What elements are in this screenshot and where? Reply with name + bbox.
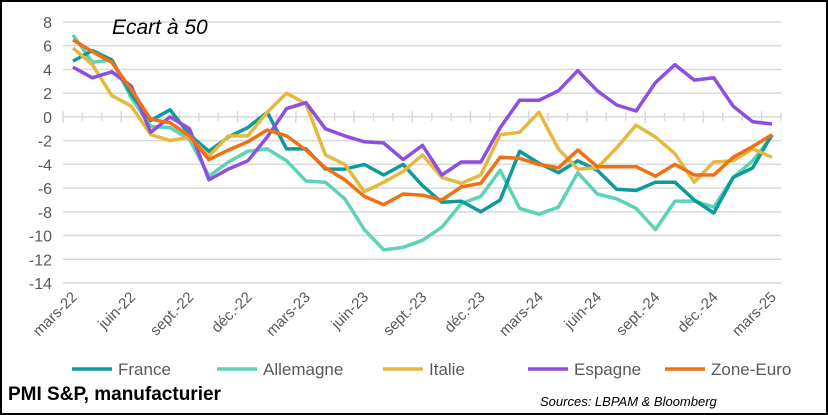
series-line-allemagne	[71, 33, 774, 252]
chart-title: Ecart à 50	[112, 16, 208, 39]
x-tick-label: sept.-23	[380, 289, 430, 339]
legend-label-france: France	[118, 360, 171, 379]
series-line-espagne	[72, 62, 773, 182]
x-tick-label: juin-23	[328, 289, 373, 334]
y-tick-label: 2	[43, 86, 52, 103]
sources-note: Sources: LBPAM & Bloomberg	[540, 394, 717, 409]
y-tick-label: 6	[43, 39, 52, 56]
y-tick-label: -12	[29, 252, 52, 269]
x-tick-label: juin-24	[561, 289, 606, 334]
legend-label-zone-euro: Zone-Euro	[711, 360, 791, 379]
y-tick-label: -2	[38, 134, 52, 151]
x-tick-label: sept.-24	[613, 289, 663, 339]
y-tick-label: -8	[38, 205, 52, 222]
x-tick-label: juin-22	[95, 289, 140, 334]
x-tick-label: mars-24	[496, 289, 547, 340]
series-line-zone-euro	[72, 38, 773, 207]
y-tick-label: -4	[38, 157, 52, 174]
footer-title: PMI S&P, manufacturier	[8, 384, 221, 405]
x-tick-label: déc.-22	[208, 289, 255, 336]
y-tick-label: 4	[43, 62, 52, 79]
x-tick-label: sept.-22	[147, 289, 197, 339]
x-tick-label: mars-22	[30, 289, 81, 340]
y-tick-label: -10	[29, 229, 52, 246]
x-tick-label: mars-23	[263, 289, 314, 340]
legend-label-espagne: Espagne	[574, 360, 641, 379]
y-tick-label: -14	[29, 276, 52, 293]
x-tick-label: mars-25	[729, 289, 780, 340]
legend-label-allemagne: Allemagne	[263, 360, 343, 379]
legend-label-italie: Italie	[429, 360, 465, 379]
y-tick-label: 8	[43, 15, 52, 32]
y-tick-label: -6	[38, 181, 52, 198]
x-tick-label: déc.-24	[674, 289, 721, 336]
y-tick-label: 0	[43, 110, 52, 127]
x-tick-label: déc.-23	[441, 289, 488, 336]
